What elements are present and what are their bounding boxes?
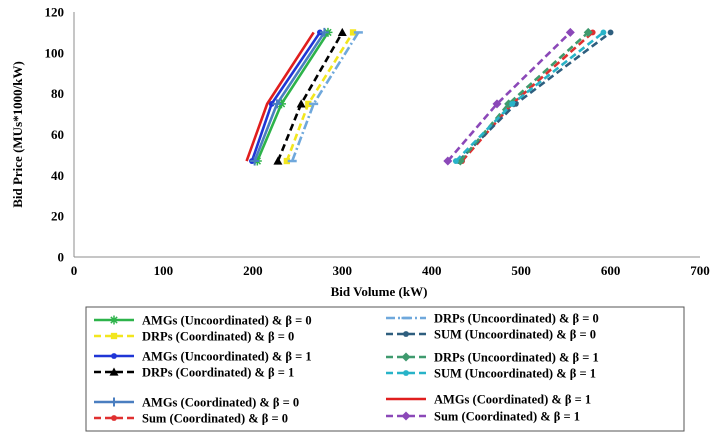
legend-label: AMGs (Uncoordinated) & β = 1 — [142, 350, 312, 364]
series-4-point — [296, 99, 306, 108]
x-tick-label: 600 — [601, 263, 621, 278]
legend-swatch-marker — [111, 415, 117, 421]
legend: AMGs (Uncoordinated) & β = 0 DRPs (Coordi… — [85, 306, 685, 432]
y-tick-label: 20 — [51, 209, 64, 224]
series-4-point — [273, 156, 283, 165]
legend-label: AMGs (Coordinated) & β = 1 — [434, 393, 591, 407]
legend-item: DRPs (Coordinated) & β = 1 — [94, 366, 294, 380]
series-2-point — [305, 100, 312, 108]
legend-item: DRPs (Coordinated) & β = 0 — [94, 330, 294, 344]
legend-label: SUM (Uncoordinated) & β = 1 — [434, 367, 596, 381]
legend-swatch-marker — [403, 331, 409, 337]
series-10-point — [509, 100, 516, 107]
series-9-point — [583, 27, 593, 37]
series-12 — [443, 27, 575, 166]
legend-swatch-marker — [109, 367, 119, 376]
series-8-line — [457, 31, 612, 162]
legend-label: DRPs (Coordinated) & β = 0 — [142, 330, 294, 344]
series-8 — [455, 29, 614, 164]
legend-swatch-marker — [111, 353, 117, 359]
series-10-point — [600, 29, 607, 36]
series-10 — [452, 29, 607, 164]
y-tick-label: 80 — [51, 86, 64, 101]
x-tick-label: 700 — [690, 263, 710, 278]
axes: 0 100 200 300 400 500 600 700 0 20 40 60 80 100 120 Bid… — [10, 5, 710, 300]
y-axis-title: Bid Price (MUs*1000/kW) — [10, 61, 25, 208]
legend-label: Sum (Coordinated) & β = 0 — [142, 412, 288, 426]
series-5-point — [272, 99, 282, 109]
legend-item: AMGs (Coordinated) & β = 0 — [94, 396, 299, 410]
series-12-point — [492, 99, 502, 109]
y-tick-label: 120 — [45, 5, 65, 20]
y-tick-label: 60 — [51, 127, 64, 142]
series-11 — [245, 31, 315, 162]
x-axis-title: Bid Volume (kW) — [331, 284, 428, 299]
legend-label: DRPs (Coordinated) & β = 1 — [142, 366, 294, 380]
series-7-line — [290, 31, 360, 162]
legend-label: Sum (Coordinated) & β = 1 — [434, 410, 580, 424]
legend-item: DRPs (Uncoordinated) & β = 1 — [386, 351, 599, 365]
series-3-point — [268, 100, 275, 107]
series-2 — [283, 29, 357, 165]
series-12-line — [446, 31, 572, 162]
y-tick-label: 0 — [58, 250, 65, 265]
series-5-point — [319, 27, 329, 37]
series-11-line — [245, 31, 315, 162]
series-7 — [287, 31, 363, 163]
legend-swatch-marker — [109, 397, 119, 407]
legend-item: DRPs (Uncoordinated) & β = 0 — [386, 312, 599, 326]
legend-item: AMGs (Uncoordinated) & β = 1 — [94, 350, 312, 364]
legend-label: AMGs (Coordinated) & β = 0 — [142, 396, 299, 410]
x-tick-label: 300 — [333, 263, 353, 278]
legend-swatch-marker — [401, 352, 411, 362]
legend-swatch-marker — [109, 315, 119, 325]
legend-label: DRPs (Uncoordinated) & β = 1 — [434, 351, 599, 365]
series-2-point — [283, 157, 290, 165]
x-tick-label: 100 — [154, 263, 174, 278]
legend-label: SUM (Uncoordinated) & β = 0 — [434, 328, 596, 342]
legend-label: DRPs (Uncoordinated) & β = 0 — [434, 312, 599, 326]
legend-item: AMGs (Uncoordinated) & β = 0 — [94, 314, 312, 328]
legend-item: SUM (Uncoordinated) & β = 1 — [386, 367, 596, 381]
series-8-point — [607, 29, 614, 36]
series-layer — [245, 27, 614, 166]
x-tick-label: 400 — [422, 263, 442, 278]
legend-item: Sum (Coordinated) & β = 0 — [94, 412, 288, 426]
y-tick-label: 40 — [51, 168, 64, 183]
legend-item: SUM (Uncoordinated) & β = 0 — [386, 328, 596, 342]
x-tick-label: 500 — [511, 263, 531, 278]
series-4 — [273, 27, 347, 165]
series-12-point — [443, 156, 453, 166]
series-2-point — [349, 29, 357, 36]
x-tick-label: 200 — [243, 263, 263, 278]
series-2-line — [285, 31, 355, 162]
series-12-point — [565, 27, 575, 37]
legend-swatch-marker — [403, 370, 409, 376]
legend-item: Sum (Coordinated) & β = 1 — [386, 410, 580, 424]
series-5 — [250, 27, 329, 166]
legend-item: AMGs (Coordinated) & β = 1 — [386, 393, 591, 407]
y-tick-label: 100 — [45, 45, 65, 60]
legend-swatch-marker — [401, 411, 411, 421]
legend-swatch-marker — [110, 332, 118, 340]
x-tick-label: 0 — [71, 263, 78, 278]
series-4-point — [337, 27, 347, 37]
legend-label: AMGs (Uncoordinated) & β = 0 — [142, 314, 312, 328]
series-5-point — [250, 156, 260, 166]
legend-box — [85, 306, 685, 432]
series-10-point — [452, 158, 459, 164]
